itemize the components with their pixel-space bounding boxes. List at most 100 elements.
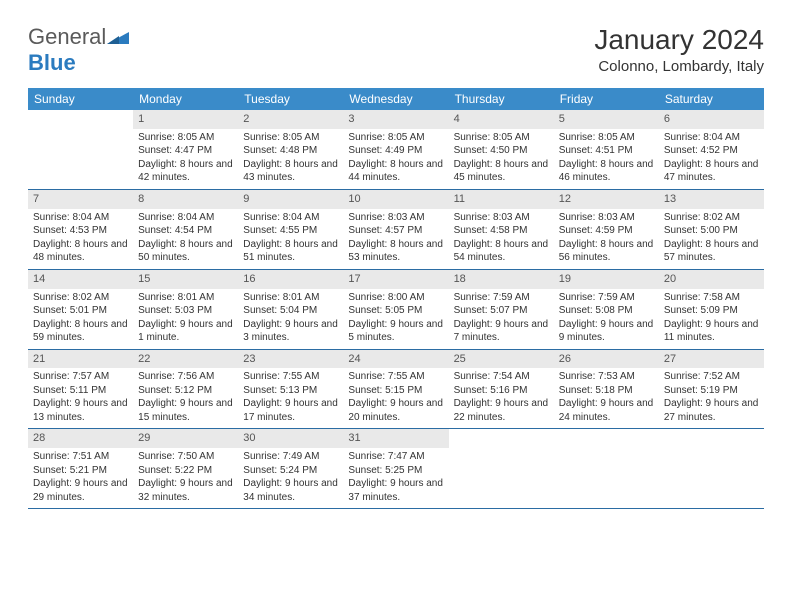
day-body: Sunrise: 7:49 AMSunset: 5:24 PMDaylight:… bbox=[238, 448, 343, 508]
day-number: 6 bbox=[659, 110, 764, 129]
sunrise-text: Sunrise: 7:55 AM bbox=[348, 370, 443, 384]
day-cell: 26Sunrise: 7:53 AMSunset: 5:18 PMDayligh… bbox=[554, 350, 659, 429]
day-number: 29 bbox=[133, 429, 238, 448]
daylight-text: Daylight: 9 hours and 37 minutes. bbox=[348, 477, 443, 504]
day-number: 3 bbox=[343, 110, 448, 129]
sunset-text: Sunset: 4:59 PM bbox=[559, 224, 654, 238]
day-body: Sunrise: 7:58 AMSunset: 5:09 PMDaylight:… bbox=[659, 289, 764, 349]
daylight-text: Daylight: 9 hours and 7 minutes. bbox=[454, 318, 549, 345]
brand-text: GeneralBlue bbox=[28, 24, 129, 76]
daylight-text: Daylight: 9 hours and 13 minutes. bbox=[33, 397, 128, 424]
day-body: Sunrise: 7:52 AMSunset: 5:19 PMDaylight:… bbox=[659, 368, 764, 428]
day-number: 19 bbox=[554, 270, 659, 289]
sunrise-text: Sunrise: 8:04 AM bbox=[243, 211, 338, 225]
day-body: Sunrise: 8:02 AMSunset: 5:00 PMDaylight:… bbox=[659, 209, 764, 269]
sunset-text: Sunset: 4:53 PM bbox=[33, 224, 128, 238]
day-body: Sunrise: 7:54 AMSunset: 5:16 PMDaylight:… bbox=[449, 368, 554, 428]
daylight-text: Daylight: 8 hours and 47 minutes. bbox=[664, 158, 759, 185]
daylight-text: Daylight: 9 hours and 22 minutes. bbox=[454, 397, 549, 424]
week-row: 7Sunrise: 8:04 AMSunset: 4:53 PMDaylight… bbox=[28, 190, 764, 270]
day-number: 11 bbox=[449, 190, 554, 209]
weekday-header: Wednesday bbox=[343, 88, 448, 110]
weekday-header: Sunday bbox=[28, 88, 133, 110]
day-number: 18 bbox=[449, 270, 554, 289]
day-body: Sunrise: 8:03 AMSunset: 4:58 PMDaylight:… bbox=[449, 209, 554, 269]
day-cell bbox=[28, 110, 133, 189]
day-number: 20 bbox=[659, 270, 764, 289]
day-number: 23 bbox=[238, 350, 343, 369]
sunrise-text: Sunrise: 7:53 AM bbox=[559, 370, 654, 384]
day-body: Sunrise: 8:04 AMSunset: 4:52 PMDaylight:… bbox=[659, 129, 764, 189]
sunset-text: Sunset: 5:13 PM bbox=[243, 384, 338, 398]
sunrise-text: Sunrise: 7:59 AM bbox=[454, 291, 549, 305]
day-body: Sunrise: 7:55 AMSunset: 5:13 PMDaylight:… bbox=[238, 368, 343, 428]
sunset-text: Sunset: 4:57 PM bbox=[348, 224, 443, 238]
sunset-text: Sunset: 5:22 PM bbox=[138, 464, 233, 478]
sunrise-text: Sunrise: 7:49 AM bbox=[243, 450, 338, 464]
sunrise-text: Sunrise: 8:05 AM bbox=[454, 131, 549, 145]
day-body: Sunrise: 8:05 AMSunset: 4:47 PMDaylight:… bbox=[133, 129, 238, 189]
day-number: 15 bbox=[133, 270, 238, 289]
daylight-text: Daylight: 8 hours and 57 minutes. bbox=[664, 238, 759, 265]
day-number: 9 bbox=[238, 190, 343, 209]
sunset-text: Sunset: 5:05 PM bbox=[348, 304, 443, 318]
sunrise-text: Sunrise: 7:47 AM bbox=[348, 450, 443, 464]
sunset-text: Sunset: 5:09 PM bbox=[664, 304, 759, 318]
sunset-text: Sunset: 4:55 PM bbox=[243, 224, 338, 238]
daylight-text: Daylight: 8 hours and 48 minutes. bbox=[33, 238, 128, 265]
day-body: Sunrise: 7:59 AMSunset: 5:08 PMDaylight:… bbox=[554, 289, 659, 349]
daylight-text: Daylight: 9 hours and 32 minutes. bbox=[138, 477, 233, 504]
day-number: 1 bbox=[133, 110, 238, 129]
day-number: 21 bbox=[28, 350, 133, 369]
day-cell: 7Sunrise: 8:04 AMSunset: 4:53 PMDaylight… bbox=[28, 190, 133, 269]
day-number: 27 bbox=[659, 350, 764, 369]
day-cell: 13Sunrise: 8:02 AMSunset: 5:00 PMDayligh… bbox=[659, 190, 764, 269]
day-body: Sunrise: 8:04 AMSunset: 4:54 PMDaylight:… bbox=[133, 209, 238, 269]
daylight-text: Daylight: 9 hours and 24 minutes. bbox=[559, 397, 654, 424]
day-number: 5 bbox=[554, 110, 659, 129]
day-cell: 1Sunrise: 8:05 AMSunset: 4:47 PMDaylight… bbox=[133, 110, 238, 189]
weekday-header: Monday bbox=[133, 88, 238, 110]
day-cell: 6Sunrise: 8:04 AMSunset: 4:52 PMDaylight… bbox=[659, 110, 764, 189]
calendar: Sunday Monday Tuesday Wednesday Thursday… bbox=[28, 88, 764, 509]
sunrise-text: Sunrise: 8:02 AM bbox=[33, 291, 128, 305]
day-number: 13 bbox=[659, 190, 764, 209]
day-body: Sunrise: 8:02 AMSunset: 5:01 PMDaylight:… bbox=[28, 289, 133, 349]
sunset-text: Sunset: 5:16 PM bbox=[454, 384, 549, 398]
day-cell: 30Sunrise: 7:49 AMSunset: 5:24 PMDayligh… bbox=[238, 429, 343, 508]
day-body: Sunrise: 7:56 AMSunset: 5:12 PMDaylight:… bbox=[133, 368, 238, 428]
day-cell: 4 Sunrise: 8:05 AMSunset: 4:50 PMDaylight… bbox=[449, 110, 554, 189]
day-body: Sunrise: 8:05 AMSunset: 4:48 PMDaylight:… bbox=[238, 129, 343, 189]
day-number: 4 bbox=[449, 110, 554, 129]
month-title: January 2024 bbox=[594, 24, 764, 56]
sunrise-text: Sunrise: 7:55 AM bbox=[243, 370, 338, 384]
daylight-text: Daylight: 8 hours and 43 minutes. bbox=[243, 158, 338, 185]
weekday-header-row: Sunday Monday Tuesday Wednesday Thursday… bbox=[28, 88, 764, 110]
day-number: 30 bbox=[238, 429, 343, 448]
sunset-text: Sunset: 5:19 PM bbox=[664, 384, 759, 398]
daylight-text: Daylight: 9 hours and 17 minutes. bbox=[243, 397, 338, 424]
sunrise-text: Sunrise: 7:59 AM bbox=[559, 291, 654, 305]
day-body: Sunrise: 8:05 AMSunset: 4:49 PMDaylight:… bbox=[343, 129, 448, 189]
location-label: Colonno, Lombardy, Italy bbox=[594, 58, 764, 75]
sunrise-text: Sunrise: 8:01 AM bbox=[138, 291, 233, 305]
sunset-text: Sunset: 5:24 PM bbox=[243, 464, 338, 478]
sunrise-text: Sunrise: 8:03 AM bbox=[454, 211, 549, 225]
day-cell: 25Sunrise: 7:54 AMSunset: 5:16 PMDayligh… bbox=[449, 350, 554, 429]
daylight-text: Daylight: 9 hours and 20 minutes. bbox=[348, 397, 443, 424]
day-cell: 22Sunrise: 7:56 AMSunset: 5:12 PMDayligh… bbox=[133, 350, 238, 429]
day-number: 22 bbox=[133, 350, 238, 369]
sunset-text: Sunset: 4:50 PM bbox=[454, 144, 549, 158]
sunset-text: Sunset: 5:00 PM bbox=[664, 224, 759, 238]
sunset-text: Sunset: 4:54 PM bbox=[138, 224, 233, 238]
sunset-text: Sunset: 5:12 PM bbox=[138, 384, 233, 398]
day-number: 12 bbox=[554, 190, 659, 209]
day-body: Sunrise: 8:01 AMSunset: 5:04 PMDaylight:… bbox=[238, 289, 343, 349]
sunset-text: Sunset: 5:25 PM bbox=[348, 464, 443, 478]
sunset-text: Sunset: 5:07 PM bbox=[454, 304, 549, 318]
sunset-text: Sunset: 5:01 PM bbox=[33, 304, 128, 318]
day-cell: 20Sunrise: 7:58 AMSunset: 5:09 PMDayligh… bbox=[659, 270, 764, 349]
day-cell: 21Sunrise: 7:57 AMSunset: 5:11 PMDayligh… bbox=[28, 350, 133, 429]
daylight-text: Daylight: 8 hours and 45 minutes. bbox=[454, 158, 549, 185]
daylight-text: Daylight: 9 hours and 3 minutes. bbox=[243, 318, 338, 345]
